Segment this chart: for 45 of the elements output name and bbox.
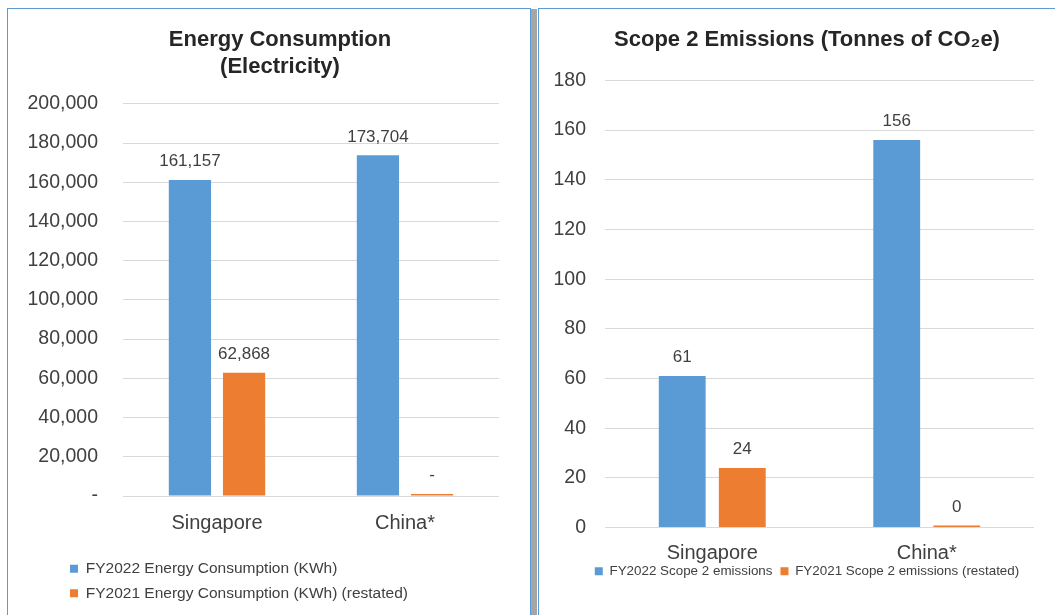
- y-tick-label: 40,000: [38, 404, 99, 427]
- data-label: 62,868: [218, 343, 271, 363]
- data-label: 161,157: [159, 151, 221, 171]
- y-tick-label: 200,000: [27, 91, 99, 114]
- y-tick-label: 160,000: [27, 169, 99, 192]
- y-tick-label: 20,000: [38, 444, 99, 467]
- y-tick-label: 40: [564, 415, 587, 438]
- legend-label: FY2021 Energy Consumption (KWh) (restated): [85, 583, 408, 601]
- x-tick-label: Singapore: [666, 541, 758, 564]
- bar: [356, 155, 400, 496]
- y-tick-label: 0: [575, 514, 587, 537]
- y-tick-label: 20: [564, 465, 587, 488]
- y-tick-label: 80: [564, 316, 587, 339]
- y-tick-label: 80,000: [38, 326, 99, 349]
- data-label: 24: [732, 439, 752, 459]
- y-tick-label: 180,000: [27, 130, 99, 153]
- legend-label: FY2022 Energy Consumption (KWh): [85, 559, 338, 577]
- y-tick-label: 60,000: [38, 365, 99, 388]
- y-tick-label: 140: [553, 167, 587, 190]
- x-tick-label: Singapore: [171, 510, 263, 533]
- legend-label: FY2022 Scope 2 emissions: [609, 562, 773, 578]
- y-tick-label: 60: [564, 365, 587, 388]
- y-tick-label: 160: [553, 117, 587, 140]
- y-tick-label: 180: [553, 67, 587, 90]
- bar: [222, 372, 266, 496]
- bar: [658, 376, 706, 528]
- chart-title: Energy Consumption (Electricity): [168, 26, 392, 78]
- y-tick-label: -: [91, 483, 98, 506]
- y-tick-label: 100,000: [27, 287, 99, 310]
- data-label: 61: [672, 347, 692, 367]
- chart-title: Scope 2 Emissions (Tonnes of CO₂e): [614, 26, 1000, 52]
- data-label: 156: [882, 111, 911, 131]
- bar: [873, 140, 921, 528]
- y-tick-label: 100: [553, 266, 587, 289]
- legend-label: FY2021 Scope 2 emissions (restated): [795, 562, 1020, 578]
- data-label: 173,704: [347, 126, 409, 146]
- x-tick-label: China*: [896, 541, 957, 564]
- y-tick-label: 120,000: [27, 248, 99, 271]
- data-label: 0: [952, 496, 962, 516]
- y-tick-label: 120: [553, 216, 587, 239]
- bar: [168, 179, 212, 496]
- bar: [718, 467, 766, 528]
- data-label: -: [429, 465, 435, 485]
- y-tick-label: 140,000: [27, 208, 99, 231]
- x-tick-label: China*: [374, 510, 436, 533]
